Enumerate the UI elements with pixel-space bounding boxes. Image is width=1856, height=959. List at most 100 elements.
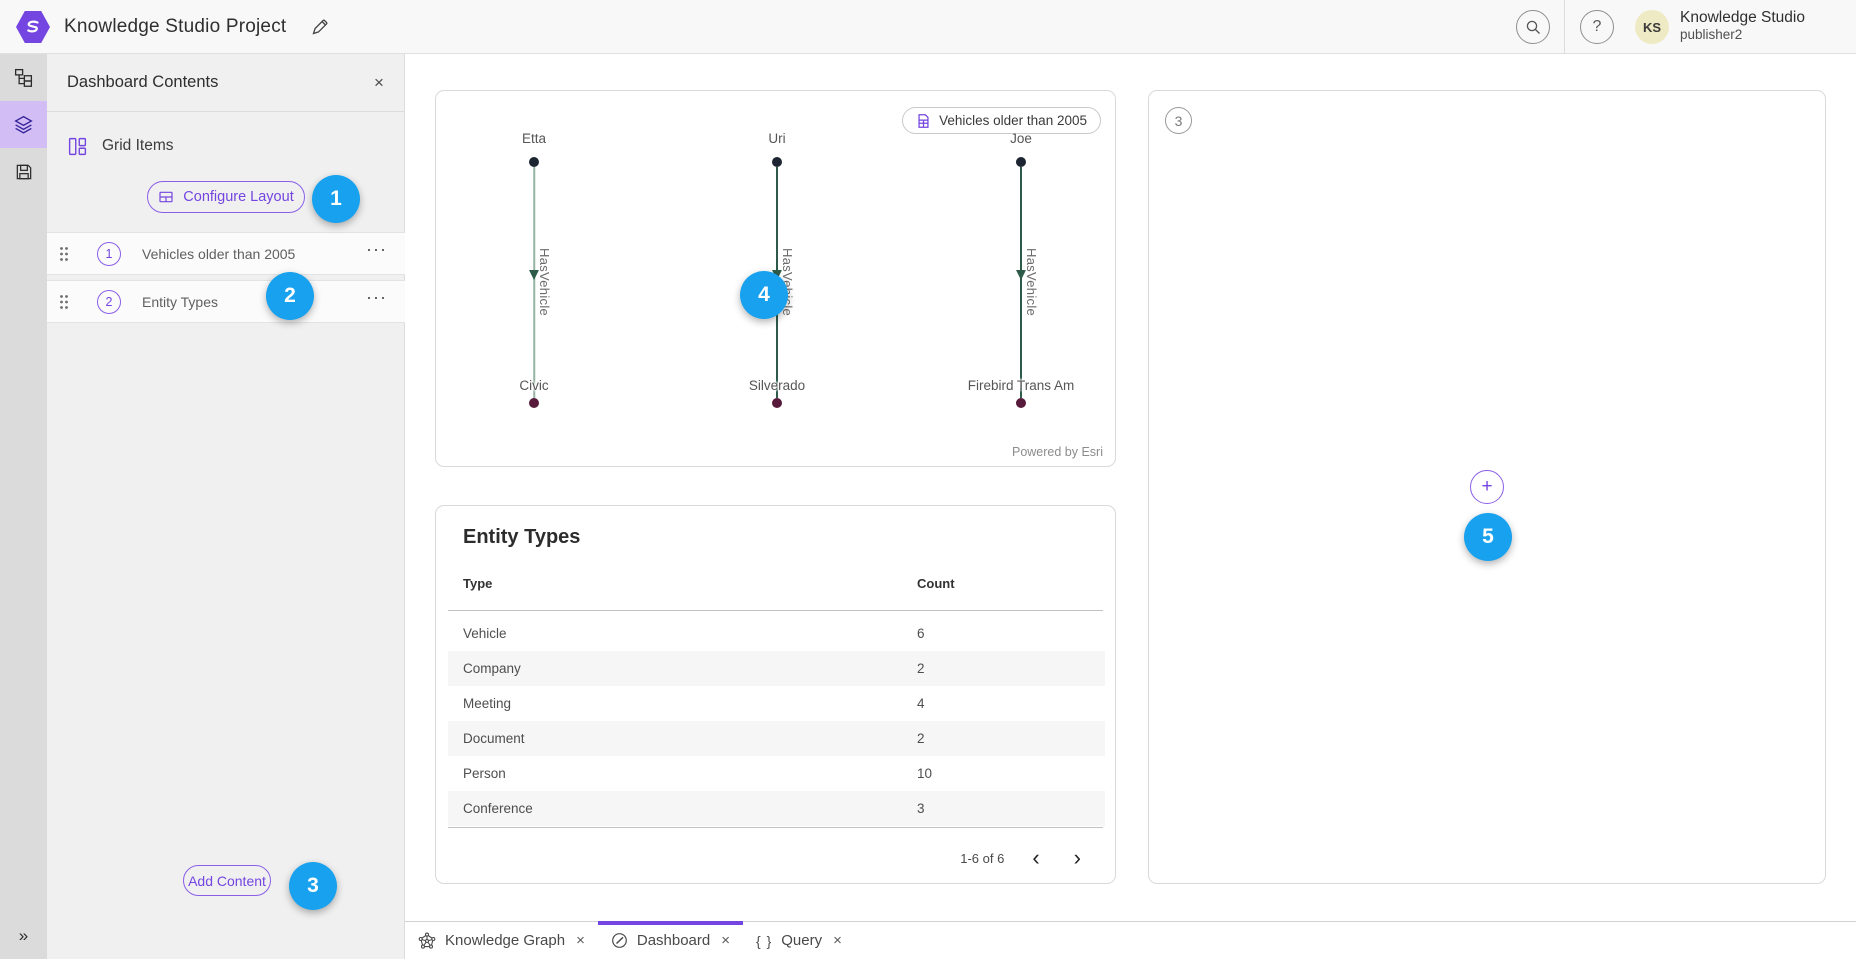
graph-node-label[interactable]: Joe [1010, 131, 1032, 146]
column-header-type[interactable]: Type [463, 576, 493, 591]
expand-rail-button[interactable]: » [0, 919, 47, 953]
tab-dashboard[interactable]: Dashboard × [597, 921, 744, 959]
slot-number-badge: 3 [1165, 107, 1192, 134]
graph-edge-label: HasVehicle [537, 248, 552, 317]
cell-count: 10 [917, 766, 933, 781]
pencil-icon [311, 18, 329, 36]
item-options-button[interactable]: ··· [366, 239, 387, 260]
graph-node-dot[interactable] [772, 157, 782, 167]
next-page-button[interactable]: › [1068, 847, 1087, 869]
dashboard-gauge-icon [611, 932, 628, 949]
table-row[interactable]: Vehicle 6 [448, 616, 1105, 651]
empty-grid-slot: 3 + [1148, 90, 1826, 884]
drag-handle-icon[interactable] [47, 294, 81, 310]
tab-label: Query [781, 932, 823, 949]
drag-handle-icon[interactable] [47, 246, 81, 262]
grid-item-label: Vehicles older than 2005 [142, 245, 296, 262]
table-pagination: 1-6 of 6 ‹ › [436, 838, 1115, 878]
user-name: Knowledge Studio [1680, 9, 1805, 26]
configure-layout-button[interactable]: Configure Layout [147, 181, 305, 213]
search-button[interactable] [1516, 10, 1550, 44]
graph-node-label[interactable]: Firebird Trans Am [967, 378, 1075, 393]
grid-items-section: Grid Items [47, 126, 405, 166]
column-header-count[interactable]: Count [917, 576, 955, 591]
ellipsis-icon: ··· [366, 239, 387, 259]
panel-header: Dashboard Contents × [47, 54, 404, 112]
annotation-badge-5: 5 [1464, 513, 1512, 561]
grid-layout-icon [67, 136, 88, 157]
layout-grid-icon [158, 189, 174, 205]
esri-attribution: Powered by Esri [1011, 445, 1103, 459]
table-row[interactable]: Document 2 [448, 721, 1105, 756]
graph-edge-arrow-icon [529, 270, 539, 280]
annotation-badge-4: 4 [740, 271, 788, 319]
cell-type: Document [463, 731, 525, 746]
cell-count: 6 [917, 626, 925, 641]
item-options-button[interactable]: ··· [366, 287, 387, 308]
tab-knowledge-graph[interactable]: Knowledge Graph × [405, 922, 598, 959]
graph-node-dot[interactable] [772, 398, 782, 408]
graph-node-dot[interactable] [529, 157, 539, 167]
knowledge-studio-logo-icon [16, 11, 50, 43]
tab-query[interactable]: { } Query × [743, 922, 855, 959]
close-icon[interactable]: × [721, 932, 731, 949]
graph-edge-line [533, 167, 535, 398]
table-divider [448, 610, 1103, 611]
graph-node-label[interactable]: Uri [768, 131, 786, 146]
header-divider [1564, 0, 1565, 54]
table-row[interactable]: Company 2 [448, 651, 1105, 686]
graph-node-label[interactable]: Civic [519, 378, 549, 393]
tab-label: Knowledge Graph [445, 932, 566, 949]
table-document-icon [916, 113, 931, 129]
graph-node-label[interactable]: Silverado [748, 378, 806, 393]
cell-type: Meeting [463, 696, 512, 711]
plus-icon: + [1481, 476, 1493, 497]
annotation-badge-2: 2 [266, 272, 314, 320]
table-row[interactable]: Person 10 [448, 756, 1105, 791]
app-header: Knowledge Studio Project ? KS Knowledge … [0, 0, 1856, 54]
graph-node-label[interactable]: Etta [521, 131, 547, 146]
layers-icon [13, 114, 34, 135]
graph-node-dot[interactable] [1016, 157, 1026, 167]
add-content-button[interactable]: Add Content [183, 865, 271, 896]
grid-item-row-1[interactable]: 1 Vehicles older than 2005 ··· [47, 232, 405, 275]
widget-title: Entity Types [463, 526, 581, 548]
cell-count: 2 [917, 661, 925, 676]
grid-item-label: Entity Types [142, 293, 219, 310]
cell-type: Person [463, 766, 506, 781]
panel-close-button[interactable]: × [366, 70, 392, 96]
help-button[interactable]: ? [1580, 10, 1614, 44]
annotation-badge-3: 3 [289, 862, 337, 910]
item-number-badge: 2 [97, 289, 121, 314]
rail-item-contents[interactable] [0, 101, 47, 148]
rail-item-data-model[interactable] [0, 54, 47, 101]
graph-source-chip[interactable]: Vehicles older than 2005 [902, 107, 1101, 134]
previous-page-button[interactable]: ‹ [1026, 847, 1045, 869]
graph-source-chip-label: Vehicles older than 2005 [939, 113, 1087, 128]
panel-title: Dashboard Contents [67, 73, 219, 91]
rail-item-save[interactable] [0, 148, 47, 195]
pagination-range-label: 1-6 of 6 [960, 850, 1005, 866]
edit-title-button[interactable] [306, 13, 334, 41]
search-icon [1525, 19, 1542, 36]
close-icon[interactable]: × [833, 932, 842, 949]
ellipsis-icon: ··· [366, 287, 387, 307]
add-widget-button[interactable]: + [1470, 470, 1504, 504]
table-row[interactable]: Meeting 4 [448, 686, 1105, 721]
user-info: Knowledge Studio publisher2 [1680, 8, 1805, 44]
annotation-badge-1: 1 [312, 175, 360, 223]
view-tab-bar: Knowledge Graph × Dashboard × { } Query … [405, 921, 1856, 959]
braces-icon: { } [756, 932, 773, 949]
close-icon[interactable]: × [576, 932, 585, 949]
configure-layout-label: Configure Layout [183, 189, 294, 205]
item-number-badge: 1 [97, 241, 121, 266]
grid-item-row-2[interactable]: 2 Entity Types ··· [47, 280, 405, 323]
cell-type: Company [463, 661, 521, 676]
graph-node-dot[interactable] [529, 398, 539, 408]
cell-count: 2 [917, 731, 925, 746]
grid-items-label: Grid Items [102, 137, 174, 154]
graph-node-dot[interactable] [1016, 398, 1026, 408]
table-row[interactable]: Conference 3 [448, 791, 1105, 826]
avatar[interactable]: KS [1635, 10, 1669, 44]
